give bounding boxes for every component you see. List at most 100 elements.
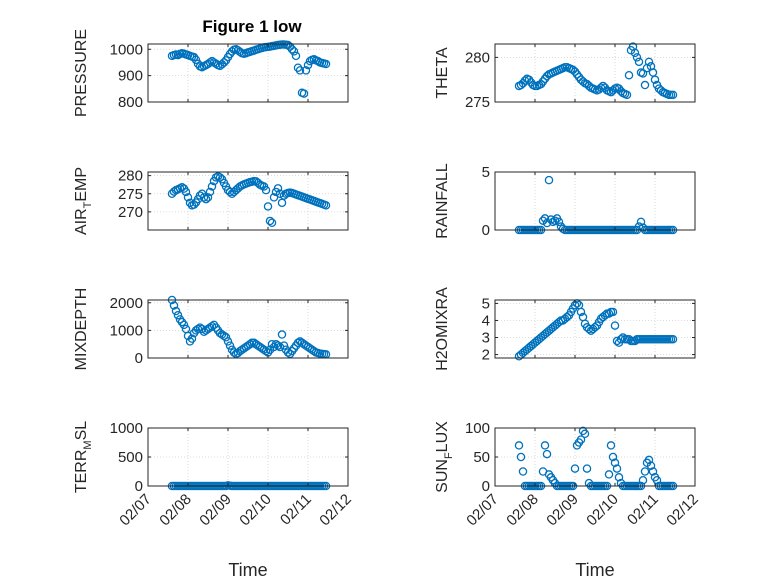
- x-tick-label: 02/12: [663, 491, 702, 530]
- data-point: [181, 187, 191, 197]
- data-point: [582, 464, 592, 473]
- y-tick-label: 2: [482, 347, 490, 364]
- data-point: [624, 334, 634, 344]
- data-point: [640, 467, 650, 476]
- y-tick-label: 2000: [110, 295, 143, 312]
- data-point: [562, 312, 572, 322]
- data-point: [321, 59, 331, 69]
- data-point: [638, 475, 648, 485]
- data-point: [650, 75, 660, 84]
- data-point: [540, 441, 550, 450]
- data-point: [305, 56, 315, 66]
- data-point: [211, 59, 221, 69]
- data-point: [261, 346, 271, 356]
- data-point: [303, 60, 313, 70]
- data-point: [189, 52, 199, 62]
- data-point: [273, 341, 283, 350]
- y-axis-label: SUNFLUX: [434, 421, 455, 493]
- data-point: [275, 189, 285, 198]
- data-point: [227, 47, 237, 56]
- data-point: [554, 217, 564, 227]
- y-axis-label: RAINFALL: [434, 163, 451, 239]
- x-tick-label: 02/10: [236, 491, 275, 530]
- data-point: [544, 175, 554, 185]
- y-tick-label: 280: [118, 168, 143, 185]
- data-point: [205, 58, 215, 67]
- data-point: [520, 76, 530, 85]
- y-tick-label: 900: [118, 68, 143, 85]
- data-point: [580, 429, 590, 439]
- data-point: [225, 341, 235, 350]
- data-point: [279, 341, 289, 350]
- y-axis-label: THETA: [434, 47, 451, 99]
- data-point: [638, 69, 648, 78]
- data-point: [229, 348, 239, 357]
- data-point: [608, 452, 618, 462]
- x-tick-label: 02/11: [277, 491, 315, 529]
- data-point: [668, 90, 678, 100]
- data-point: [207, 182, 217, 191]
- x-tick-label: 02/12: [316, 491, 355, 530]
- y-tick-label: 1000: [110, 322, 143, 339]
- data-point: [668, 334, 678, 344]
- data-point: [183, 193, 193, 202]
- data-point: [287, 45, 297, 54]
- x-tick-label: 02/07: [116, 491, 155, 530]
- data-point: [518, 467, 528, 476]
- data-point: [273, 184, 283, 193]
- data-point: [604, 470, 614, 479]
- y-axis-label-part: TERR: [73, 450, 90, 494]
- data-point: [652, 475, 662, 485]
- y-axis-label: TERRMSL: [73, 421, 94, 493]
- data-point: [606, 441, 616, 450]
- panel-mixdepth: 0 1000 2000 MIXDEPTH: [73, 288, 349, 371]
- data-point: [199, 193, 209, 202]
- axes-box: [147, 43, 349, 103]
- y-tick-label: 3: [482, 330, 490, 347]
- y-tick-label: 275: [118, 186, 143, 203]
- data-point: [171, 306, 181, 316]
- data-point: [269, 193, 279, 202]
- data-point: [646, 461, 656, 470]
- x-tick-label: 02/08: [503, 491, 542, 530]
- y-axis-label-subscript: M: [82, 440, 94, 449]
- y-tick-label: 0: [135, 350, 143, 367]
- x-tick-label: 02/09: [196, 491, 235, 530]
- data-point: [189, 200, 199, 209]
- y-axis-label: MIXDEPTH: [73, 288, 90, 371]
- figure-title: Figure 1 low: [202, 17, 302, 36]
- data-point: [299, 89, 309, 98]
- data-point: [612, 464, 622, 473]
- data-point: [576, 307, 586, 317]
- y-tick-label: 275: [465, 94, 490, 111]
- y-tick-label: 1000: [110, 420, 143, 437]
- data-point: [640, 80, 650, 90]
- data-point: [636, 217, 646, 227]
- data-point: [610, 321, 620, 330]
- y-axis-label-part: AIR: [73, 208, 90, 235]
- data-point: [219, 331, 229, 341]
- data-point: [516, 452, 526, 462]
- data-point: [277, 198, 287, 208]
- data-point: [185, 198, 195, 208]
- axes-box: [494, 171, 696, 231]
- data-point: [225, 187, 235, 197]
- x-axis-label: Time: [575, 560, 614, 580]
- x-tick-label: 02/11: [624, 491, 662, 529]
- data-point: [514, 441, 524, 450]
- data-point: [201, 194, 211, 204]
- data-point: [614, 473, 624, 482]
- data-point: [590, 323, 600, 332]
- data-point: [235, 47, 245, 57]
- data-point: [245, 339, 255, 349]
- y-tick-label: 5: [482, 295, 490, 312]
- y-axis-label: PRESSURE: [73, 29, 90, 117]
- x-tick-label: 02/09: [543, 491, 582, 530]
- data-point: [634, 57, 644, 67]
- y-axis-label-part: LUX: [434, 421, 451, 452]
- panel-rainfall: 0 5 RAINFALL: [434, 163, 696, 239]
- data-point: [570, 464, 580, 473]
- data-point: [608, 307, 618, 317]
